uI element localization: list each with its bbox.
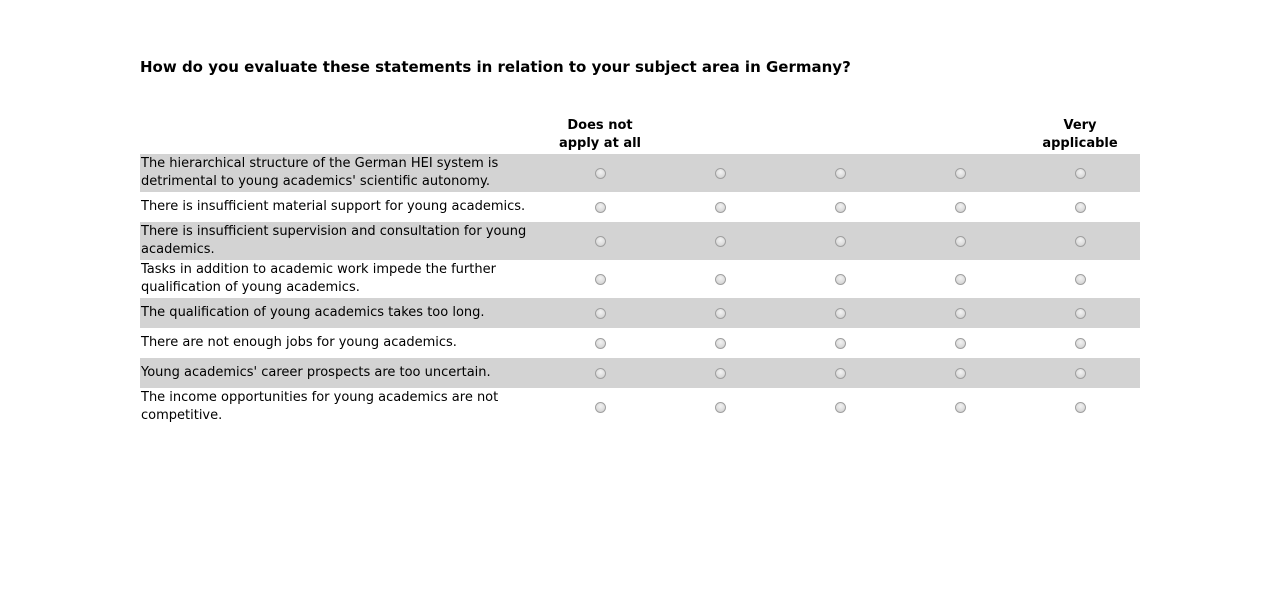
- radio-option-3[interactable]: [834, 337, 846, 349]
- scale-label-5: Very applicable: [1042, 118, 1118, 151]
- radio-option-2[interactable]: [714, 307, 726, 319]
- statement-row-5: The qualification of young academics tak…: [140, 298, 1140, 328]
- statement-row-2: There is insufficient material support f…: [140, 192, 1140, 222]
- header-spacer: [140, 117, 540, 154]
- radio-option-5[interactable]: [1074, 201, 1086, 213]
- statement-label: There is insufficient material support f…: [141, 199, 526, 214]
- radio-option-3[interactable]: [834, 235, 846, 247]
- radio-option-1[interactable]: [594, 367, 606, 379]
- radio-option-4[interactable]: [954, 201, 966, 213]
- radio-option-1[interactable]: [594, 235, 606, 247]
- radio-option-5[interactable]: [1074, 273, 1086, 285]
- radio-option-5[interactable]: [1074, 235, 1086, 247]
- scale-label-1: Does not apply at all: [558, 118, 642, 151]
- radio-option-2[interactable]: [714, 367, 726, 379]
- radio-option-1[interactable]: [594, 337, 606, 349]
- radio-option-2[interactable]: [714, 167, 726, 179]
- statement-label: There is insufficient supervision and co…: [141, 224, 527, 257]
- radio-option-1[interactable]: [594, 273, 606, 285]
- statement-row-7: Young academics' career prospects are to…: [140, 358, 1140, 388]
- radio-option-1[interactable]: [594, 201, 606, 213]
- radio-option-4[interactable]: [954, 273, 966, 285]
- statement-label: The income opportunities for young acade…: [141, 390, 499, 423]
- radio-option-5[interactable]: [1074, 401, 1086, 413]
- statement-label: There are not enough jobs for young acad…: [141, 335, 457, 350]
- statement-label: The hierarchical structure of the German…: [141, 156, 499, 189]
- radio-option-2[interactable]: [714, 337, 726, 349]
- radio-option-2[interactable]: [714, 273, 726, 285]
- scale-label-2: [660, 117, 780, 154]
- statement-label: The qualification of young academics tak…: [141, 305, 485, 320]
- radio-option-4[interactable]: [954, 337, 966, 349]
- radio-option-4[interactable]: [954, 401, 966, 413]
- radio-option-5[interactable]: [1074, 337, 1086, 349]
- radio-option-3[interactable]: [834, 367, 846, 379]
- radio-option-4[interactable]: [954, 167, 966, 179]
- radio-option-5[interactable]: [1074, 307, 1086, 319]
- statement-label: Tasks in addition to academic work imped…: [141, 262, 496, 295]
- radio-option-2[interactable]: [714, 235, 726, 247]
- radio-option-2[interactable]: [714, 201, 726, 213]
- rating-matrix: Does not apply at all Very applicable Th…: [140, 117, 1140, 426]
- radio-option-2[interactable]: [714, 401, 726, 413]
- scale-header-row: Does not apply at all Very applicable: [140, 117, 1140, 154]
- statement-row-8: The income opportunities for young acade…: [140, 388, 1140, 426]
- radio-option-3[interactable]: [834, 201, 846, 213]
- radio-option-3[interactable]: [834, 401, 846, 413]
- statement-row-1: The hierarchical structure of the German…: [140, 154, 1140, 192]
- statement-row-3: There is insufficient supervision and co…: [140, 222, 1140, 260]
- statement-label: Young academics' career prospects are to…: [141, 365, 491, 380]
- radio-option-5[interactable]: [1074, 167, 1086, 179]
- radio-option-4[interactable]: [954, 367, 966, 379]
- statement-row-6: There are not enough jobs for young acad…: [140, 328, 1140, 358]
- radio-option-1[interactable]: [594, 167, 606, 179]
- radio-option-1[interactable]: [594, 401, 606, 413]
- radio-option-3[interactable]: [834, 273, 846, 285]
- radio-option-4[interactable]: [954, 307, 966, 319]
- scale-label-3: [780, 117, 900, 154]
- radio-option-4[interactable]: [954, 235, 966, 247]
- radio-option-5[interactable]: [1074, 367, 1086, 379]
- radio-option-3[interactable]: [834, 307, 846, 319]
- scale-label-4: [900, 117, 1020, 154]
- question-title: How do you evaluate these statements in …: [140, 58, 851, 76]
- radio-option-3[interactable]: [834, 167, 846, 179]
- radio-option-1[interactable]: [594, 307, 606, 319]
- statement-row-4: Tasks in addition to academic work imped…: [140, 260, 1140, 298]
